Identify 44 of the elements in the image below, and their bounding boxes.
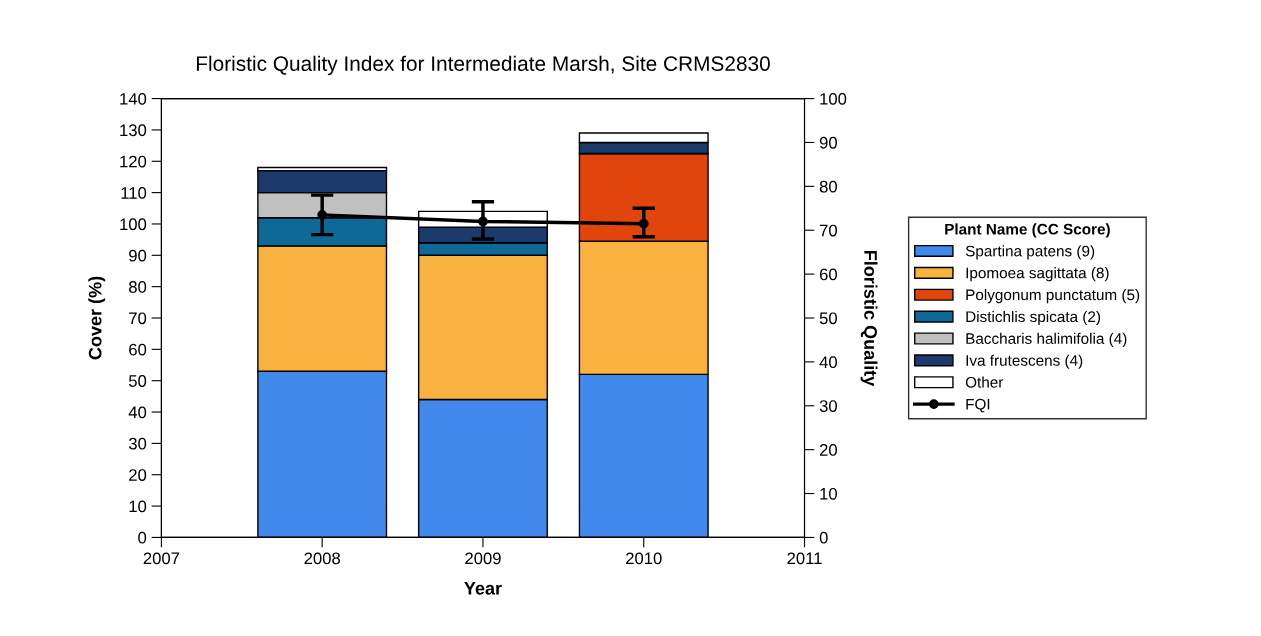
y-tick-label: 70 [129,312,147,325]
legend-label: Polygonum punctatum (5) [966,289,1140,304]
y-tick-label: 100 [120,218,147,231]
legend-label: FQI [966,398,990,413]
y-axis-title: Cover (%) [88,276,106,360]
y2-tick-label: 80 [819,180,837,193]
x-tick-label: 2010 [626,552,662,565]
chart-title: Floristic Quality Index for Intermediate Marsh, Site CRMS2830 [196,55,770,76]
x-tick-label: 2007 [143,552,180,565]
y2-axis-title: Floristic Quality [860,250,878,387]
y-tick-label: 110 [121,187,147,199]
y-tick-label: 10 [129,500,147,513]
legend-label: Distichlis spicata (2) [966,310,1101,326]
y-tick-label: 50 [128,375,147,387]
y-tick-label: 40 [128,406,147,419]
y2-tick-label: 90 [819,136,837,149]
y-tick-label: 30 [128,437,147,450]
x-tick-label: 2011 [787,552,822,565]
y2-tick-label: 0 [819,531,828,544]
y-tick-label: 120 [120,155,147,168]
y-tick-label: 140 [120,92,147,105]
x-tick-label: 2009 [465,552,501,565]
y-tick-label: 0 [138,531,147,544]
y2-tick-label: 20 [819,444,837,456]
legend-title: Plant Name (CC Score) [945,223,1110,238]
y2-tick-label: 100 [820,92,847,105]
y2-tick-label: 70 [819,224,837,237]
y-tick-label: 80 [129,281,147,293]
x-tick-label: 2008 [304,552,340,565]
y2-tick-label: 50 [819,312,837,325]
y-tick-label: 130 [120,124,147,137]
legend-label: Iva frutescens (4) [966,354,1083,369]
y-tick-label: 60 [129,343,147,356]
y-tick-label: 20 [129,469,147,481]
y2-tick-label: 30 [819,400,837,412]
legend-label: Other [965,376,1004,388]
y2-tick-label: 40 [819,356,837,369]
legend-label: Baccharis halimifolia (4) [966,332,1127,347]
y-tick-label: 90 [129,249,147,262]
y2-tick-label: 10 [820,487,837,500]
legend-label: Ipomoea sagittata (8) [966,267,1109,282]
legend-label: Spartina patens (9) [965,245,1095,260]
y2-tick-label: 60 [819,268,837,281]
x-axis-title: Year [464,582,502,595]
